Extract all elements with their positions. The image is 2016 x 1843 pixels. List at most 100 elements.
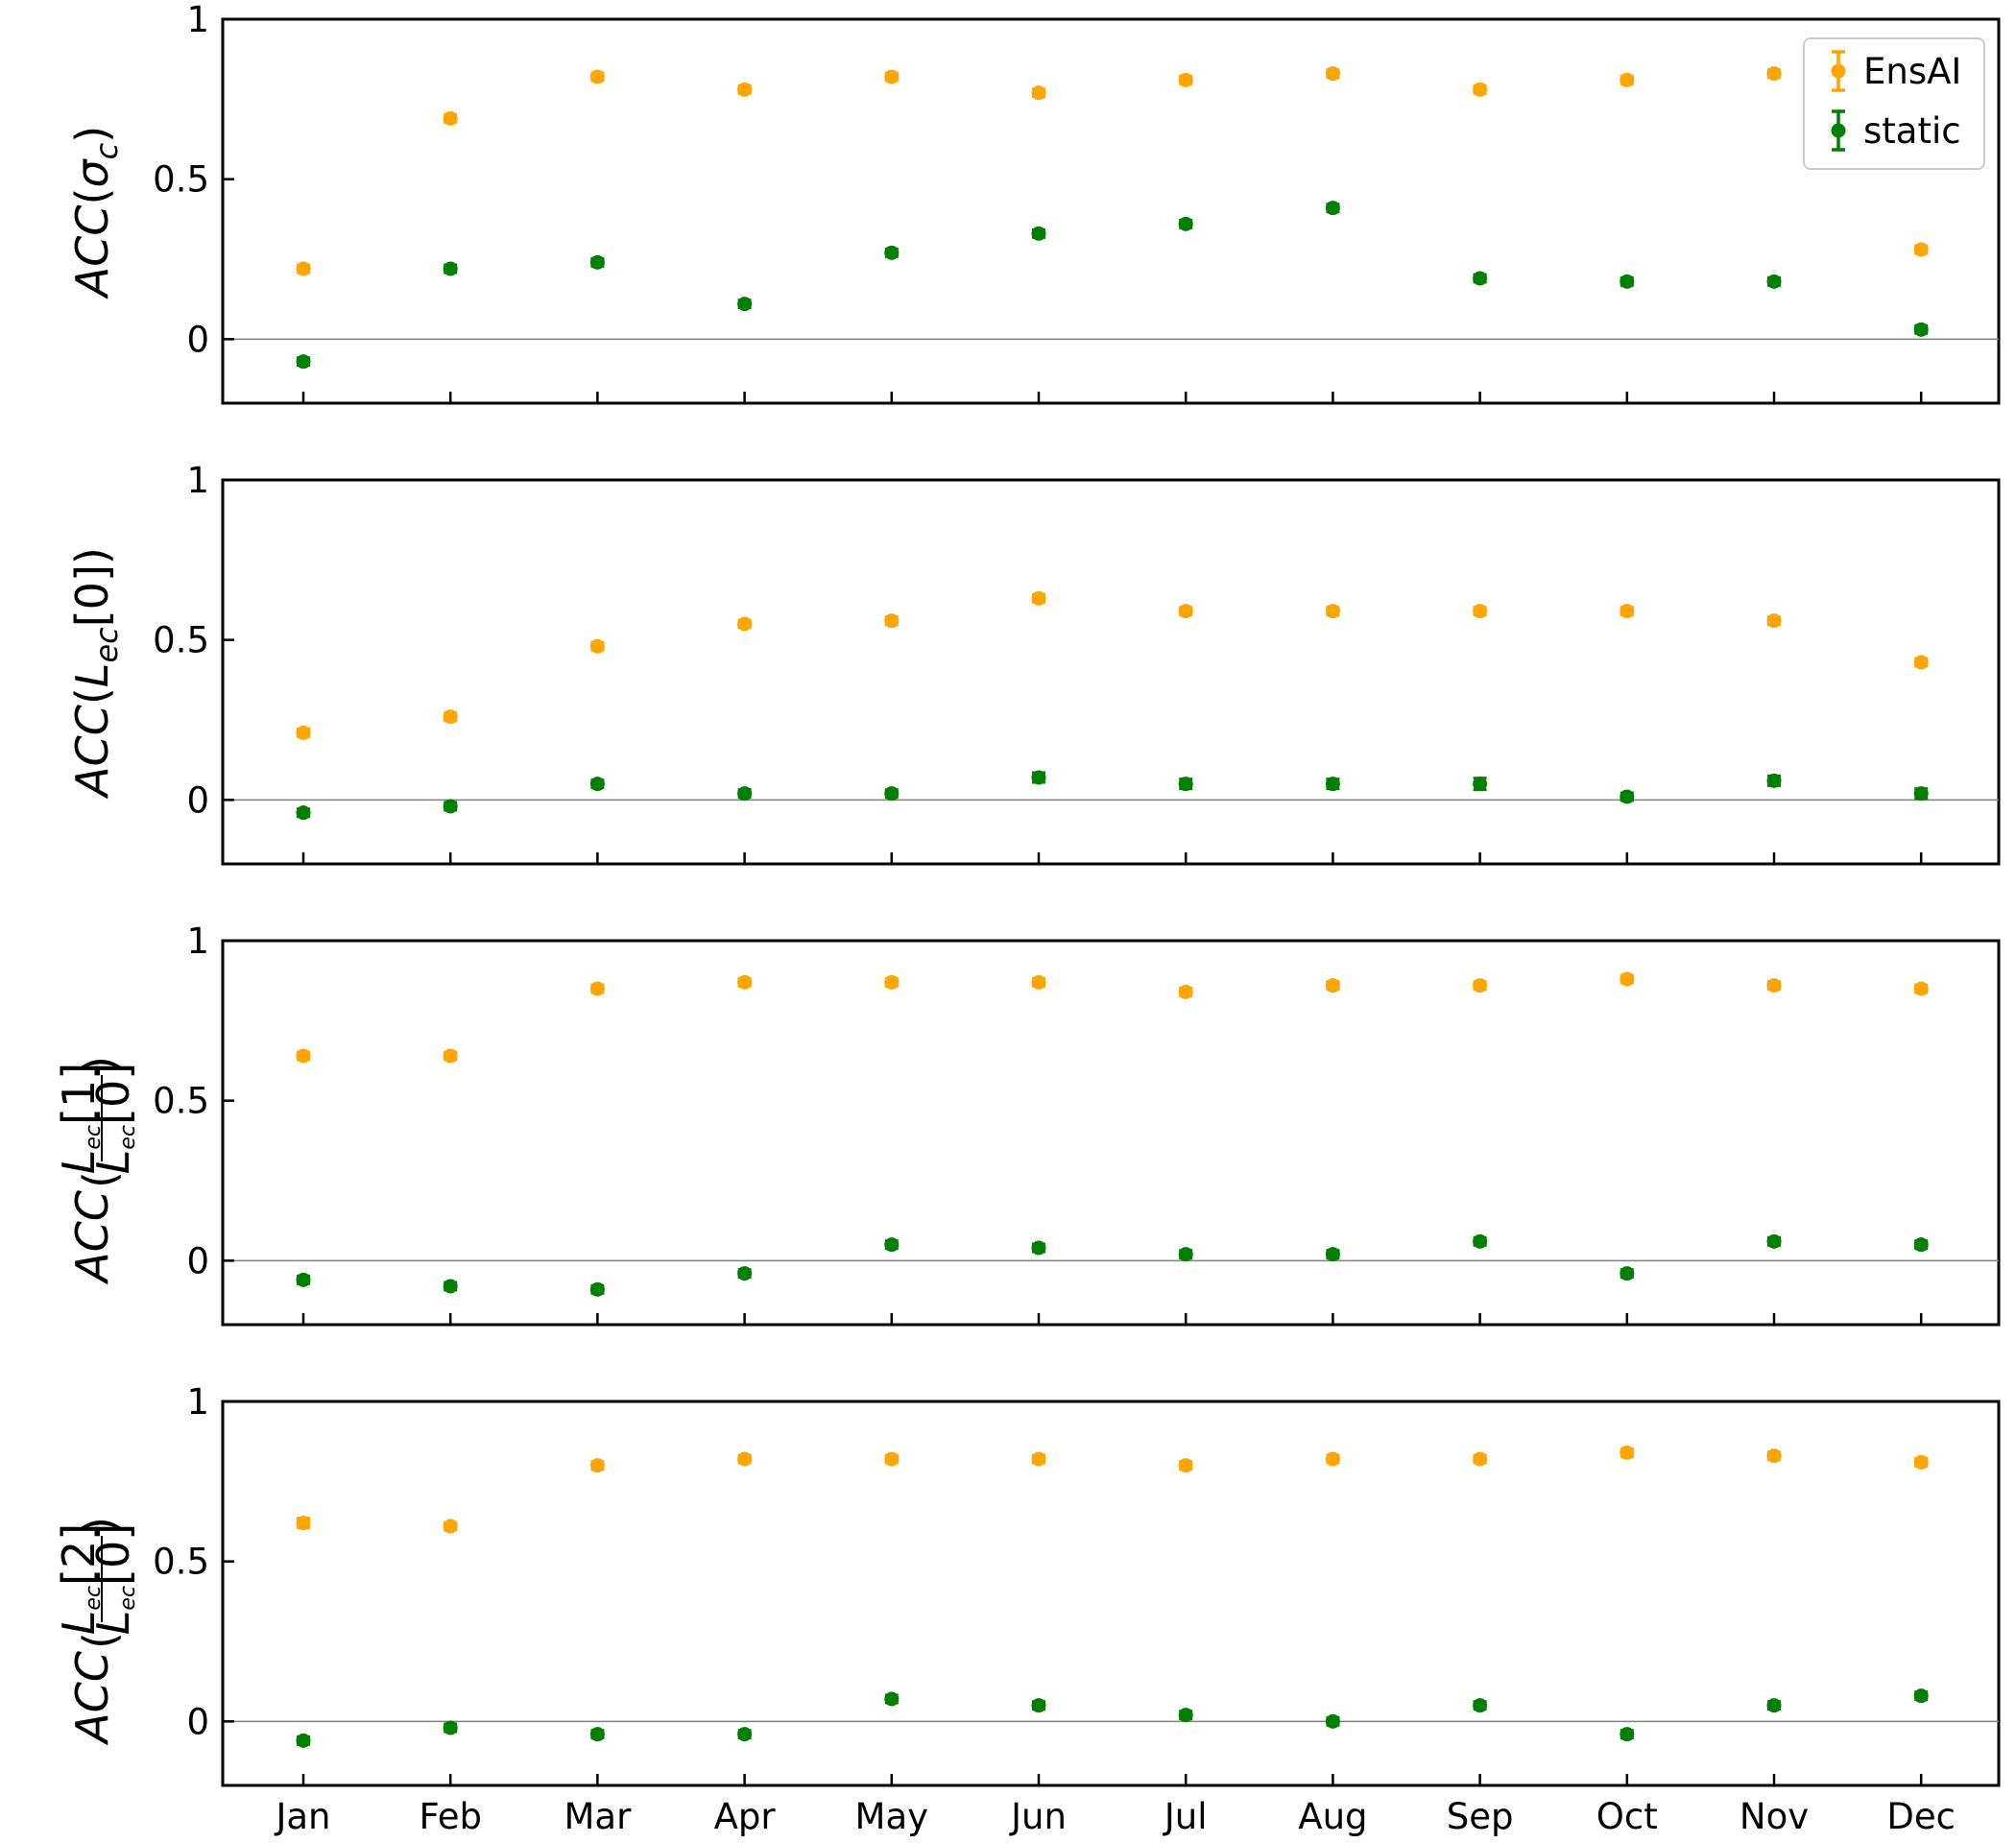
x-tick-label: Nov: [1740, 1796, 1809, 1837]
data-point: [443, 261, 458, 276]
data-point: [1913, 655, 1929, 670]
data-point: [1473, 978, 1488, 993]
data-point: [1766, 613, 1782, 629]
y-axis-label-acc: ACC: [66, 1190, 118, 1285]
legend-marker: [1831, 63, 1846, 79]
data-point: [884, 1451, 900, 1467]
data-point: [1178, 1708, 1193, 1723]
y-axis-label-numerator: Lec[2]: [53, 1523, 106, 1635]
data-point: [884, 245, 900, 260]
data-point: [884, 974, 900, 990]
data-point: [1620, 789, 1635, 804]
y-tick-label: 1: [186, 0, 209, 40]
data-point: [1325, 1247, 1340, 1262]
data-point: [1031, 1698, 1046, 1713]
data-point: [1031, 85, 1046, 101]
y-axis-label: ACC(σc): [66, 126, 125, 299]
data-point: [1766, 66, 1782, 82]
y-axis-label-paren: ): [74, 1056, 126, 1073]
y-tick-label: 1: [186, 921, 209, 962]
data-point: [1178, 216, 1193, 231]
y-tick-label: 0.5: [153, 1542, 209, 1583]
plot-frame: [221, 939, 2001, 1327]
x-tick-label: Apr: [714, 1796, 777, 1837]
data-point: [1325, 201, 1340, 216]
data-point: [1766, 978, 1782, 993]
data-point: [1031, 770, 1046, 785]
data-point: [443, 1279, 458, 1294]
data-point: [589, 1281, 605, 1297]
data-point: [1913, 786, 1929, 802]
x-tick-label: Feb: [419, 1796, 482, 1837]
y-axis-label-paren: ): [74, 1517, 126, 1534]
data-point: [737, 1266, 753, 1281]
data-point: [1178, 1247, 1193, 1262]
y-axis-label-denominator: Lec[0]: [87, 1063, 140, 1174]
y-axis-label-paren: (: [74, 1632, 126, 1649]
y-tick-label: 1: [186, 1381, 209, 1423]
y-tick-label: 1: [186, 460, 209, 501]
data-point: [884, 786, 900, 802]
data-point: [1913, 322, 1929, 337]
y-axis-label-denominator: Lec[0]: [87, 1523, 140, 1635]
data-point: [884, 613, 900, 629]
y-tick-label: 0.5: [153, 1081, 209, 1122]
data-point: [1473, 1233, 1488, 1249]
legend-entry-ensai: EnsAI: [1831, 50, 1961, 92]
data-point: [1178, 777, 1193, 792]
legend-label: EnsAI: [1863, 51, 1961, 92]
data-point: [443, 1519, 458, 1534]
data-point: [443, 1720, 458, 1735]
data-point: [443, 110, 458, 126]
data-point: [1325, 1451, 1340, 1467]
data-point: [1473, 1451, 1488, 1467]
data-point: [1473, 604, 1488, 619]
x-tick-label: Sep: [1447, 1796, 1514, 1837]
data-point: [589, 69, 605, 84]
data-point: [589, 1458, 605, 1473]
data-point: [1031, 590, 1046, 606]
data-point: [296, 1272, 311, 1287]
series-static: [296, 1688, 1929, 1748]
x-tick-label: Jan: [274, 1796, 330, 1837]
y-tick-label: 0: [186, 1701, 209, 1742]
data-point: [884, 1237, 900, 1253]
data-point: [1178, 72, 1193, 87]
data-point: [296, 1516, 311, 1531]
data-point: [737, 297, 753, 312]
series-static: [296, 1233, 1929, 1297]
data-point: [1766, 773, 1782, 788]
x-tick-label: Mar: [564, 1796, 632, 1837]
data-point: [884, 69, 900, 84]
data-point: [1766, 1233, 1782, 1249]
y-axis-label-acc: ACC: [66, 1651, 118, 1746]
data-point: [589, 981, 605, 996]
data-point: [1766, 1448, 1782, 1464]
y-tick-label: 0: [186, 319, 209, 360]
y-axis-label-paren: (: [74, 1171, 126, 1188]
data-point: [296, 725, 311, 740]
legend-entry-static: static: [1831, 109, 1961, 152]
data-point: [1620, 604, 1635, 619]
x-tick-label: Oct: [1596, 1796, 1658, 1837]
data-point: [1766, 1698, 1782, 1713]
series-ensai: [296, 1445, 1929, 1534]
legend: EnsAI static: [1803, 37, 1985, 170]
data-point: [737, 974, 753, 990]
data-point: [589, 638, 605, 654]
data-point: [1473, 271, 1488, 286]
data-point: [1620, 1727, 1635, 1742]
panel-2: 0 0.5 1 ACC(Lec[0]): [66, 460, 2001, 866]
data-point: [737, 786, 753, 802]
y-axis-label: ACC(Lec[0]): [66, 547, 125, 800]
data-point: [589, 254, 605, 270]
data-point: [1178, 984, 1193, 999]
data-point: [1325, 1713, 1340, 1729]
data-point: [296, 805, 311, 821]
series-static: [296, 770, 1929, 821]
data-point: [1473, 777, 1488, 792]
data-point: [1325, 66, 1340, 82]
series-ensai: [296, 66, 1929, 276]
data-point: [1620, 971, 1635, 987]
